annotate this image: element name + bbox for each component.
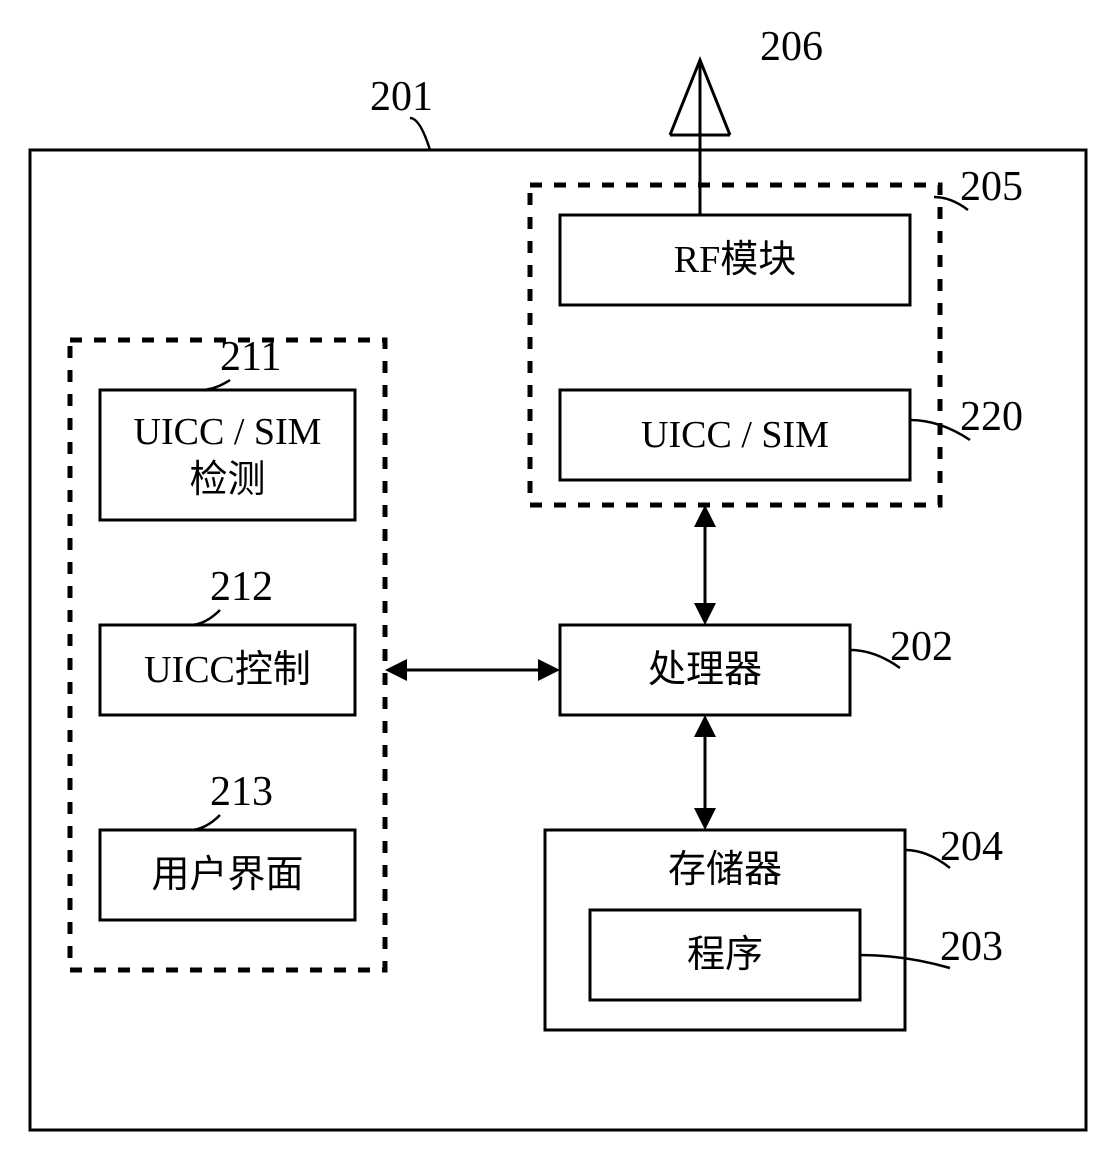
program-label: 程序 <box>687 934 763 976</box>
ref-203: 203 <box>940 924 1003 970</box>
memory-label: 存储器 <box>668 849 782 891</box>
detect-label-2: 检测 <box>189 459 265 501</box>
ref-220: 220 <box>960 394 1023 440</box>
processor-label: 处理器 <box>648 649 762 691</box>
ref-201: 201 <box>370 74 433 120</box>
ui-label: 用户界面 <box>151 854 303 896</box>
uicc-sim-label: UICC / SIM <box>641 414 829 456</box>
ref-206: 206 <box>760 24 823 70</box>
ref-204: 204 <box>940 824 1003 870</box>
rf-label: RF模块 <box>674 239 796 281</box>
control-label: UICC控制 <box>144 649 311 691</box>
ref-205: 205 <box>960 164 1023 210</box>
detect-label-1: UICC / SIM <box>134 411 322 453</box>
ref-212: 212 <box>210 564 273 610</box>
ref-213: 213 <box>210 769 273 815</box>
ref-211: 211 <box>220 334 281 380</box>
diagram-canvas: 201 206 205 RF模块 UICC / SIM 220 处理器 202 存储器 204 程序… <box>0 0 1116 1156</box>
ref-202: 202 <box>890 624 953 670</box>
